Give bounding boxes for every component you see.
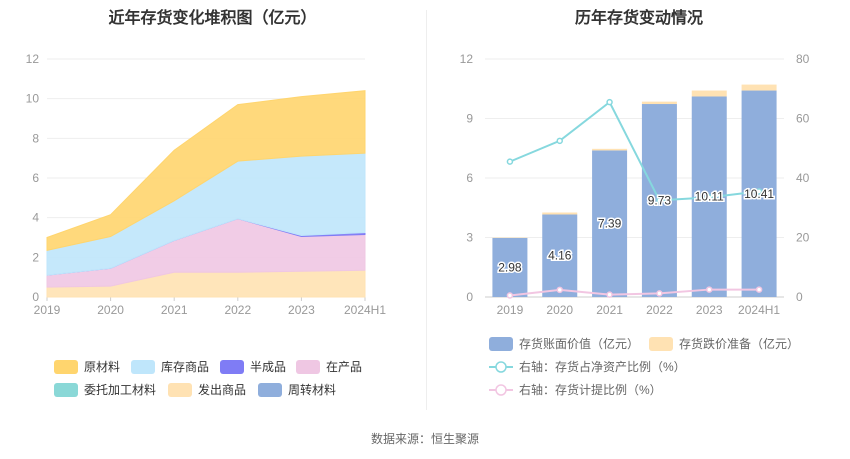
bar-value-label-2023: 10.11 — [695, 190, 724, 204]
legend-label-发出商品: 发出商品 — [198, 382, 246, 397]
y-left-tick-label-0: 0 — [466, 290, 473, 304]
legend-swatch-委托加工材料 — [54, 383, 78, 397]
net-asset-ratio-point-2019 — [506, 158, 514, 165]
x-tick-label-2019: 2019 — [497, 303, 524, 317]
net-asset-ratio-point-2021 — [606, 98, 613, 106]
x-tick-label-2019: 2019 — [34, 303, 61, 317]
y-right-tick-label-40: 40 — [796, 171, 810, 185]
x-tick-label-2023: 2023 — [288, 303, 315, 317]
legend-swatch-发出商品 — [168, 383, 192, 397]
left-chart-panel: 近年存货变化堆积图（亿元） 0 2 4 6 8 10 12 2019 2020 2021 2022 2… — [0, 0, 425, 420]
legend-swatch-在产品 — [296, 360, 320, 374]
bar-value-label-2022: 9.73 — [648, 194, 672, 208]
x-tick-label-2023: 2023 — [696, 303, 723, 317]
area-原材料 — [46, 90, 366, 252]
y-right-tick-label-0: 0 — [796, 290, 803, 304]
bar-line-chart: 0 3 6 9 12 0 20 40 60 80 2019 2020 2021 2022 2023 2024H… — [460, 52, 810, 397]
net-asset-ratio-point-2024H1 — [755, 188, 763, 195]
y-left-tick-label-3: 3 — [466, 231, 473, 245]
y-tick-label-10: 10 — [26, 92, 40, 106]
legend-swatch-半成品 — [220, 360, 244, 374]
bar-reserve-2022 — [641, 101, 677, 105]
legend-label-半成品: 半成品 — [250, 360, 286, 374]
x-tick-label-2020: 2020 — [546, 303, 573, 317]
bar-reserve-2020 — [542, 212, 578, 215]
provision-ratio-point-2021 — [606, 291, 613, 298]
provision-ratio-point-2020 — [556, 286, 563, 294]
net-asset-ratio-line — [509, 100, 760, 202]
legend-label-reserve: 存货跌价准备（亿元） — [679, 336, 799, 351]
x-tick-label-2022: 2022 — [224, 303, 251, 317]
legend-label-在产品: 在产品 — [326, 360, 362, 374]
bar-book-value-2021 — [592, 150, 628, 297]
legend-marker-provision-ratio — [495, 384, 507, 396]
bar-book-value-2019 — [492, 237, 528, 297]
legend-label-周转材料: 周转材料 — [288, 382, 336, 397]
legend-label-book-value: 存货账面价值（亿元） — [519, 336, 639, 351]
y-left-tick-label-6: 6 — [466, 171, 473, 185]
data-source-note: 数据来源：恒生聚源 — [370, 432, 479, 446]
y-right-tick-label-20: 20 — [796, 231, 810, 245]
legend-label-net-asset-ratio: 右轴：存货占净资产比例（%） — [519, 359, 686, 374]
left-chart-title: 近年存货变化堆积图（亿元） — [108, 10, 317, 27]
right-chart-title: 历年存货变动情况 — [574, 10, 703, 27]
y-right-tick-label-60: 60 — [796, 112, 810, 126]
net-asset-ratio-point-2022 — [656, 197, 663, 204]
legend-label-委托加工材料: 委托加工材料 — [84, 383, 156, 397]
legend-label-provision-ratio: 右轴：存货计提比例（%） — [519, 382, 662, 397]
x-tick-label-2021: 2021 — [161, 303, 188, 317]
stacked-area-chart: 0 2 4 6 8 10 12 2019 2020 2021 2022 2023 2024H1 原材料 库存… — [26, 52, 386, 397]
x-tick-label-2020: 2020 — [97, 303, 124, 317]
y-tick-label-4: 4 — [32, 211, 39, 225]
y-tick-label-0: 0 — [32, 290, 39, 304]
x-tick-label-2021: 2021 — [596, 303, 623, 317]
bar-reserve-2024H1 — [741, 84, 777, 91]
net-asset-ratio-point-2020 — [556, 137, 563, 145]
right-chart-panel: 历年存货变动情况 0 3 6 9 12 0 20 40 60 80 2019 2020 2021 2022… — [428, 0, 850, 420]
y-tick-label-12: 12 — [26, 52, 40, 66]
net-asset-ratio-point-2023 — [706, 194, 713, 201]
x-tick-label-2022: 2022 — [646, 303, 673, 317]
y-tick-label-8: 8 — [32, 131, 39, 145]
legend-marker-net-asset-ratio — [495, 361, 507, 373]
bar-book-value-2020 — [542, 214, 578, 297]
y-tick-label-2: 2 — [32, 250, 39, 264]
legend-swatch-原材料 — [54, 360, 78, 374]
legend-swatch-reserve — [649, 337, 673, 351]
bar-value-label-2019: 2.98 — [498, 260, 522, 274]
x-tick-label-2024H1: 2024H1 — [344, 303, 386, 317]
y-left-tick-label-12: 12 — [460, 52, 474, 66]
legend-swatch-周转材料 — [258, 383, 282, 397]
provision-ratio-line — [509, 288, 760, 297]
bar-value-label-2020: 4.16 — [548, 249, 572, 263]
bar-value-label-2021: 7.39 — [598, 217, 622, 231]
bar-reserve-2021 — [592, 148, 628, 151]
legend-label-原材料: 原材料 — [84, 360, 120, 374]
panel-divider — [426, 10, 427, 410]
y-right-tick-label-80: 80 — [796, 52, 810, 66]
legend-swatch-book-value — [489, 337, 513, 351]
provision-ratio-point-2019 — [506, 292, 514, 299]
y-left-tick-label-9: 9 — [466, 112, 473, 126]
provision-ratio-point-2023 — [706, 286, 713, 293]
bar-reserve-2023 — [691, 90, 727, 97]
legend-swatch-库存商品 — [131, 360, 155, 374]
legend-label-库存商品: 库存商品 — [161, 359, 209, 374]
y-tick-label-6: 6 — [32, 171, 39, 185]
bar-value-label-2024H1: 10.41 — [744, 187, 774, 201]
provision-ratio-point-2022 — [656, 290, 663, 297]
provision-ratio-point-2024H1 — [755, 286, 763, 293]
x-tick-label-2024H1: 2024H1 — [738, 303, 780, 317]
